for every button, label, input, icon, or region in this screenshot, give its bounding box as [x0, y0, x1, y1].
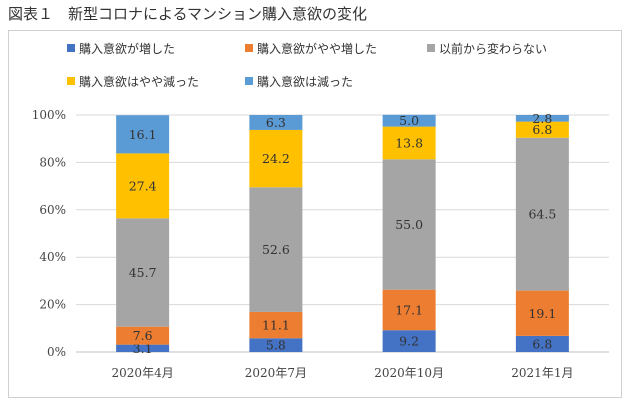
x-category-label: 2020年10月 [374, 366, 444, 380]
legend-label-5: 購入意欲は減った [257, 74, 353, 89]
data-label: 9.2 [399, 334, 419, 349]
data-label: 19.1 [528, 306, 556, 321]
y-tick-label: 0% [47, 345, 66, 359]
y-axis: 0% 20% 40% 60% 80% 100% [32, 108, 66, 359]
bar-segment [249, 311, 303, 339]
data-label: 5.0 [399, 113, 419, 128]
data-label: 13.8 [395, 135, 423, 150]
bar-segment [382, 289, 436, 331]
bar-segment [249, 187, 303, 312]
bar-segment [515, 137, 569, 291]
data-label: 5.8 [266, 338, 286, 353]
data-label: 6.8 [532, 122, 552, 137]
legend-label-4: 購入意欲はやや減った [79, 74, 199, 89]
bar-segment [515, 115, 569, 122]
data-label: 7.6 [133, 328, 153, 343]
data-label: 17.1 [395, 302, 423, 317]
bar-segment [116, 344, 170, 352]
chart-frame: 購入意欲が増した 購入意欲がやや増した 以前から変わらない購入意欲はやや減った 購入意… [8, 30, 622, 398]
bar-segment [249, 129, 303, 188]
legend-swatch-1 [67, 44, 75, 52]
data-label: 52.6 [262, 242, 290, 257]
bar-segment [249, 338, 303, 352]
data-label: 27.4 [129, 178, 157, 193]
data-label: 2.8 [532, 111, 552, 126]
bar-segment [116, 218, 170, 327]
bar-segment [382, 126, 436, 160]
data-label: 64.5 [528, 207, 556, 222]
legend-swatch-5 [245, 77, 253, 85]
bar-segment [515, 335, 569, 352]
legend-swatch-4 [67, 77, 75, 85]
bar-segment [382, 114, 436, 127]
x-category-label: 2020年7月 [245, 366, 307, 380]
x-category-label: 2020年4月 [112, 366, 174, 380]
data-label: 6.3 [266, 115, 286, 130]
legend-swatch-2 [245, 44, 253, 52]
data-label: 55.0 [395, 217, 423, 232]
data-label: 11.1 [262, 318, 290, 333]
legend-label-3: 以前から変わらない [439, 41, 547, 56]
x-category-label: 2021年1月 [511, 366, 573, 380]
bar-segment [515, 290, 569, 336]
data-label: 16.1 [129, 127, 157, 142]
bar-segment [116, 153, 170, 219]
data-label: 45.7 [129, 265, 157, 280]
y-tick-label: 60% [39, 203, 66, 217]
bar-segment [382, 330, 436, 352]
bar-segment [382, 159, 436, 290]
bar-segment [249, 115, 303, 130]
legend-swatch-3 [427, 44, 435, 52]
legend-label-2: 購入意欲がやや増した [257, 41, 377, 56]
data-label: 6.8 [532, 336, 552, 351]
bars: 3.17.645.727.416.15.811.152.624.26.39.21… [116, 111, 569, 356]
figure-title: 図表１ 新型コロナによるマンション購入意欲の変化 [8, 5, 367, 23]
data-label: 24.2 [262, 151, 290, 166]
bar-segment [116, 326, 170, 345]
y-tick-label: 20% [39, 298, 66, 312]
y-tick-label: 100% [32, 108, 66, 122]
bar-segment [515, 121, 569, 138]
y-tick-label: 80% [39, 155, 66, 169]
legend-label-1: 購入意欲が増した [79, 41, 175, 56]
y-tick-label: 40% [39, 250, 66, 264]
x-axis: 2020年4月 2020年7月 2020年10月 2021年1月 [112, 366, 574, 380]
bar-segment [116, 115, 170, 154]
